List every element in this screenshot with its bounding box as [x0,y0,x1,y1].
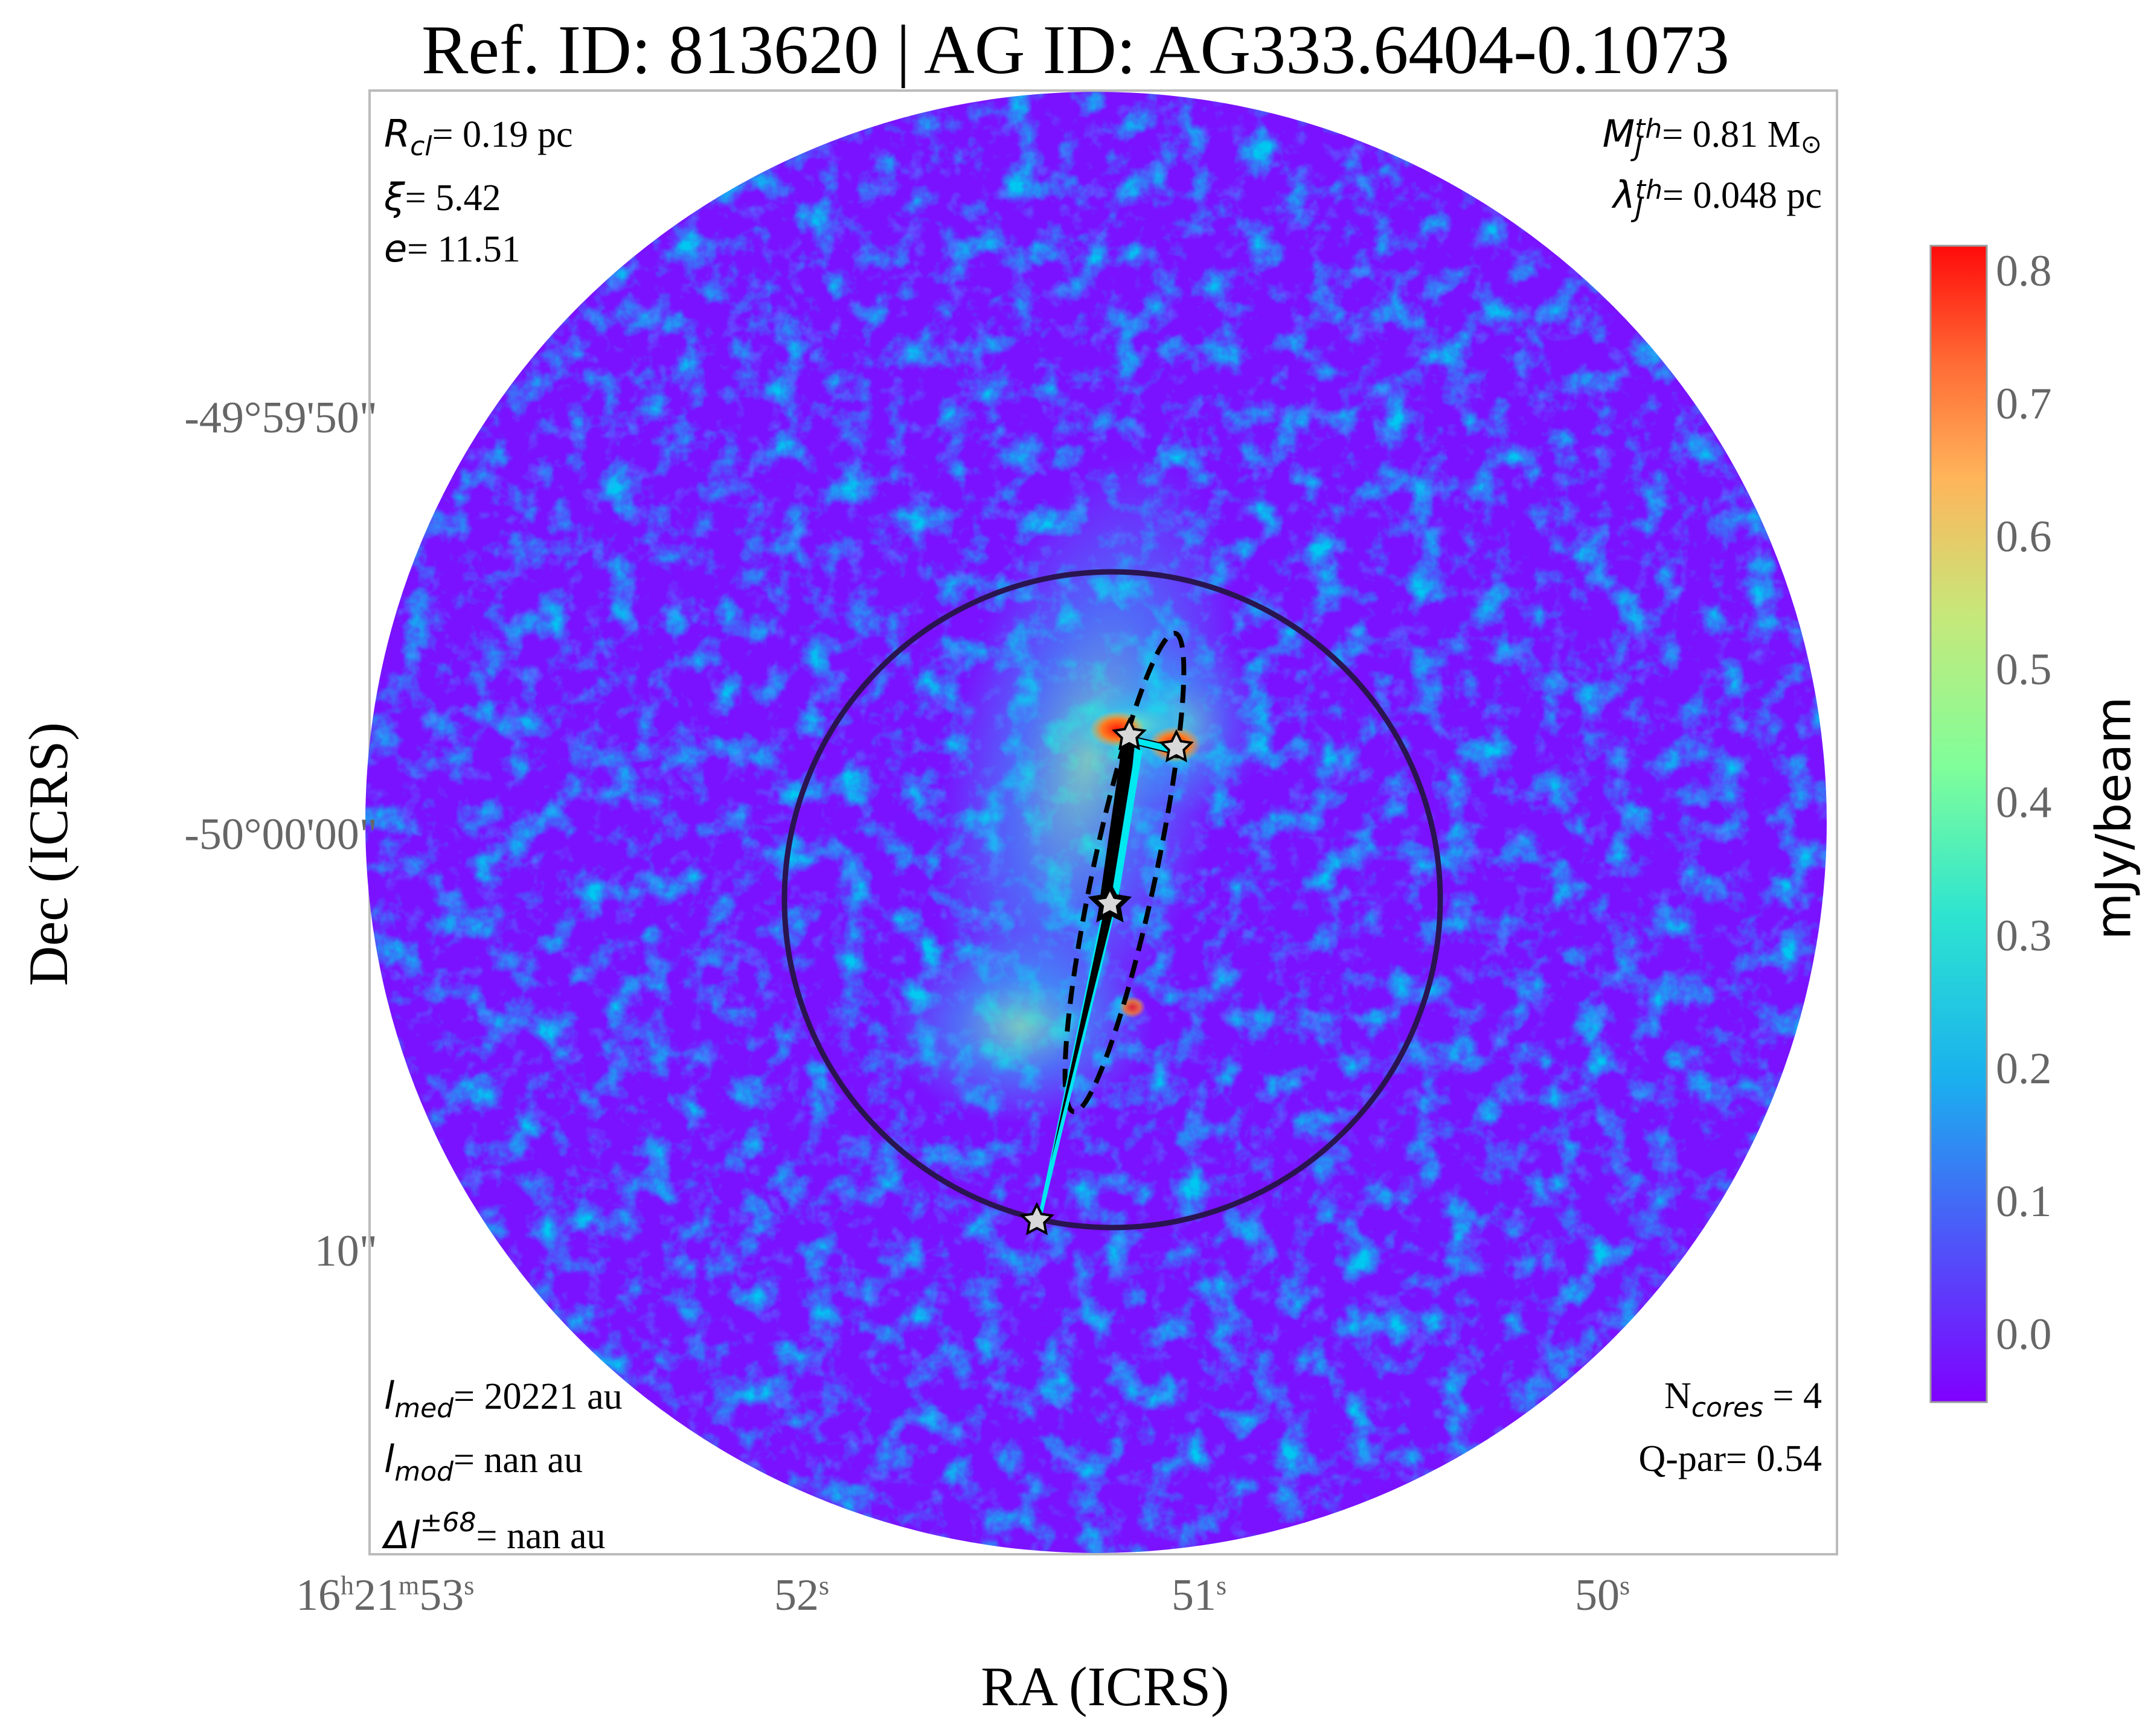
annotation-ncores: Ncores = 4 [1664,1376,1822,1423]
annotation-xi: ξ= 5.42 [384,175,501,219]
colorbar-tick-label: 0.2 [1996,1043,2052,1094]
colorbar-tick-label: 0.1 [1996,1176,2052,1226]
mst-edge-south-dark [1051,906,1115,1162]
colorbar-tick-label: 0.6 [1996,512,2052,562]
annotation-qpar: Q-par= 0.54 [1638,1438,1822,1479]
colorbar-label: mJy/beam [2085,696,2142,940]
colorbar-tick-label: 0.5 [1996,645,2052,695]
x-axis-label: RA (ICRS) [981,1656,1229,1717]
colorbar-tick-label: 0.7 [1996,379,2052,429]
annotation-e: e= 11.51 [384,226,521,271]
annotation-dl: Δl±68= nan au [384,1507,606,1557]
core-star [1111,717,1147,751]
cluster-circle [781,569,1443,1231]
annotation-rcl: Rcl= 0.19 pc [384,112,573,162]
annotation-lmed: lmed= 20221 au [384,1374,623,1424]
annotation-bottom-left: lmed= 20221 au lmod= nan au Δl±68= nan a… [384,1371,623,1561]
colorbar-tick-label: 0.0 [1996,1309,2052,1359]
annotation-top-left: Rcl= 0.19 pc ξ= 5.42 e= 11.51 [384,109,573,275]
colorbar [1929,245,1988,1403]
annotation-jeans-length: λ th J = 0.048 pc [1613,173,1822,223]
figure-title: Ref. ID: 813620 | AG ID: AG333.6404-0.10… [422,11,1729,89]
colorbar-tick-label: 0.4 [1996,778,2052,828]
fit-ellipse [1062,630,1187,1115]
colorbar-tick-label: 0.8 [1996,246,2052,296]
mst-edge-north-light [1110,749,1143,906]
annotation-lmod: lmod= nan au [384,1437,583,1487]
y-axis-label: Dec (ICRS) [18,722,79,986]
y-tick-label: -50°00'00" [184,810,377,859]
core-markers [1019,717,1194,1235]
y-tick-label: -49°59'50" [184,393,377,443]
core-star [1019,1202,1055,1235]
annotation-bottom-right: Ncores = 4 Q-par= 0.54 [1638,1371,1822,1484]
x-tick-label: 51s [1172,1571,1227,1620]
core-star [1158,729,1194,763]
x-tick-label: 50s [1575,1571,1630,1620]
core-star [1094,887,1126,918]
x-tick-label: 52s [774,1571,830,1620]
y-tick-label: 10" [314,1226,377,1276]
colorbar-tick-label: 0.3 [1996,911,2052,961]
x-tick-label: 16h21m53s [296,1571,475,1620]
